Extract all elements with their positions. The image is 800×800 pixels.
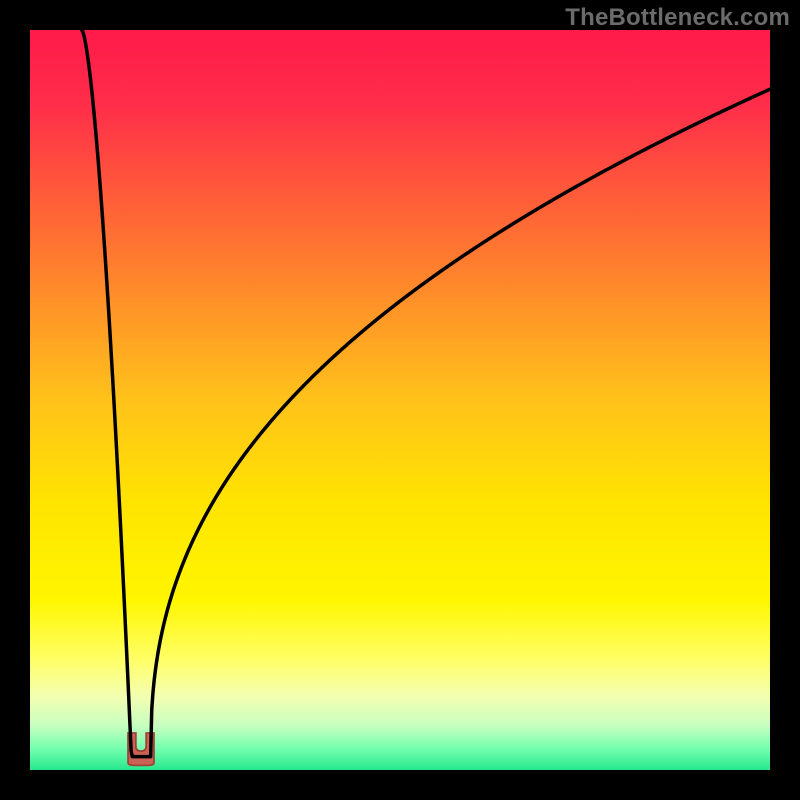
chart-svg xyxy=(0,0,800,800)
chart-container: TheBottleneck.com xyxy=(0,0,800,800)
watermark-text: TheBottleneck.com xyxy=(565,4,790,32)
plot-area xyxy=(30,30,770,770)
